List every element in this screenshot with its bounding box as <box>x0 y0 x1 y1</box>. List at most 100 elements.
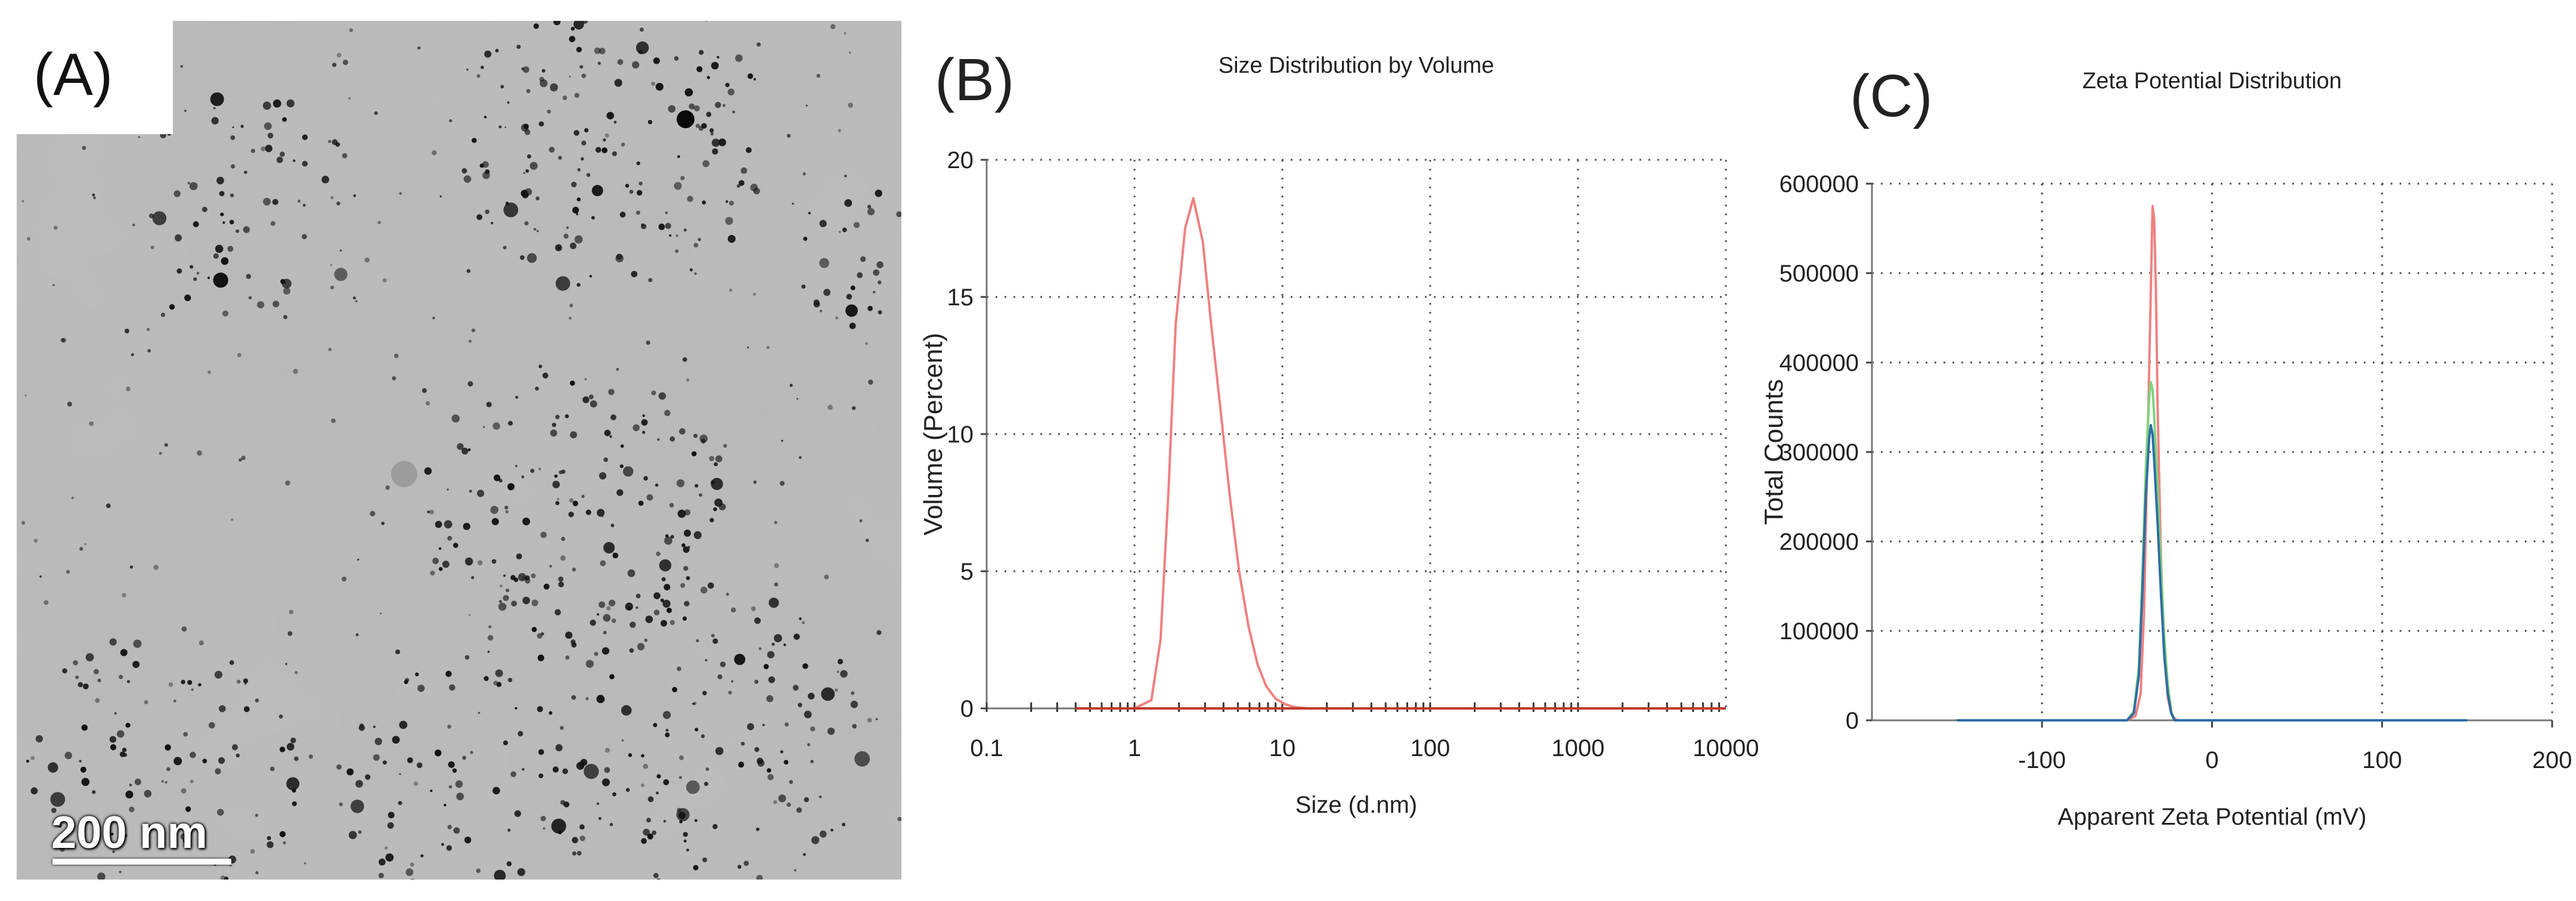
nanoparticle <box>120 649 128 656</box>
nanoparticle <box>590 620 596 626</box>
nanoparticle <box>774 634 782 642</box>
nanoparticle <box>255 814 258 817</box>
nanoparticle <box>197 272 200 275</box>
nanoparticle <box>95 698 100 703</box>
nanoparticle <box>181 788 187 794</box>
nanoparticle <box>785 723 789 727</box>
nanoparticle <box>236 754 240 757</box>
nanoparticle <box>664 537 672 545</box>
nanoparticle <box>762 724 765 726</box>
nanoparticle <box>498 603 507 611</box>
chart-title: Zeta Potential Distribution <box>2082 69 2342 94</box>
nanoparticle <box>398 801 402 805</box>
nanoparticle <box>455 781 463 788</box>
nanoparticle <box>718 674 723 679</box>
nanoparticle <box>819 795 822 798</box>
nanoparticle <box>626 788 630 792</box>
nanoparticle <box>265 145 272 152</box>
nanoparticle <box>132 224 135 226</box>
y-tick-label: 500000 <box>1780 261 1859 287</box>
nanoparticle <box>243 226 250 233</box>
nanoparticle <box>448 761 455 768</box>
nanoparticle <box>849 51 851 54</box>
nanoparticle <box>695 819 698 822</box>
nanoparticle <box>591 216 595 219</box>
nanoparticle <box>560 800 565 805</box>
nanoparticle <box>504 203 519 218</box>
nanoparticle <box>709 518 714 522</box>
nanoparticle <box>648 796 654 802</box>
nanoparticle <box>122 593 126 597</box>
nanoparticle <box>803 172 806 175</box>
nanoparticle <box>491 222 493 224</box>
nanoparticle <box>280 279 286 284</box>
nanoparticle <box>799 617 802 620</box>
panel-a-label: (A) <box>33 45 113 104</box>
nanoparticle <box>628 753 632 757</box>
nanoparticle <box>522 577 525 580</box>
nanoparticle <box>638 501 644 506</box>
nanoparticle <box>173 757 182 765</box>
nanoparticle <box>720 661 726 667</box>
nanoparticle <box>847 294 853 300</box>
nanoparticle <box>612 151 617 156</box>
nanoparticle <box>646 818 651 822</box>
nanoparticle <box>287 100 295 107</box>
nanoparticle <box>251 149 255 153</box>
nanoparticle <box>328 348 332 351</box>
nanoparticle <box>835 317 838 320</box>
nanoparticle <box>876 261 884 268</box>
nanoparticle <box>125 329 129 333</box>
nanoparticle <box>330 264 333 267</box>
nanoparticle <box>374 112 378 115</box>
nanoparticle <box>184 295 191 301</box>
nanoparticle <box>159 452 162 455</box>
nanoparticle <box>667 608 672 613</box>
nanoparticle <box>272 199 278 205</box>
nanoparticle <box>131 353 134 356</box>
nanoparticle <box>493 422 500 429</box>
nanoparticle <box>481 66 484 69</box>
nanoparticle <box>527 154 531 159</box>
nanoparticle <box>734 654 745 665</box>
nanoparticle <box>517 868 525 876</box>
nanoparticle <box>550 429 557 436</box>
nanoparticle <box>84 543 86 546</box>
nanoparticle <box>606 112 614 120</box>
nanoparticle <box>659 392 666 400</box>
nanoparticle <box>151 246 154 249</box>
nanoparticle <box>599 48 606 54</box>
nanoparticle <box>282 117 287 122</box>
nanoparticle <box>563 234 568 239</box>
nanoparticle <box>669 503 674 507</box>
nanoparticle <box>711 634 715 637</box>
nanoparticle <box>552 423 556 427</box>
nanoparticle <box>668 105 676 113</box>
nanoparticle <box>780 481 785 486</box>
nanoparticle <box>835 688 838 692</box>
nanoparticle <box>399 721 408 729</box>
nanoparticle <box>569 76 571 78</box>
nanoparticle <box>821 688 835 701</box>
nanoparticle <box>392 376 396 380</box>
nanoparticle <box>525 169 529 173</box>
nanoparticle <box>478 712 481 714</box>
nanoparticle <box>230 193 234 197</box>
nanoparticle <box>621 705 632 716</box>
series-line <box>1075 198 1726 708</box>
nanoparticle <box>373 726 376 728</box>
nanoparticle <box>120 751 125 757</box>
nanoparticle <box>717 56 719 58</box>
nanoparticle <box>731 608 736 613</box>
nanoparticle <box>555 244 562 252</box>
nanoparticle <box>810 760 814 763</box>
nanoparticle <box>852 406 855 410</box>
nanoparticle <box>293 369 298 374</box>
nanoparticle <box>119 675 123 679</box>
nanoparticle <box>715 456 723 463</box>
nanoparticle <box>616 368 619 371</box>
nanoparticle <box>202 758 207 763</box>
nanoparticle <box>860 256 866 262</box>
nanoparticle <box>686 379 689 382</box>
